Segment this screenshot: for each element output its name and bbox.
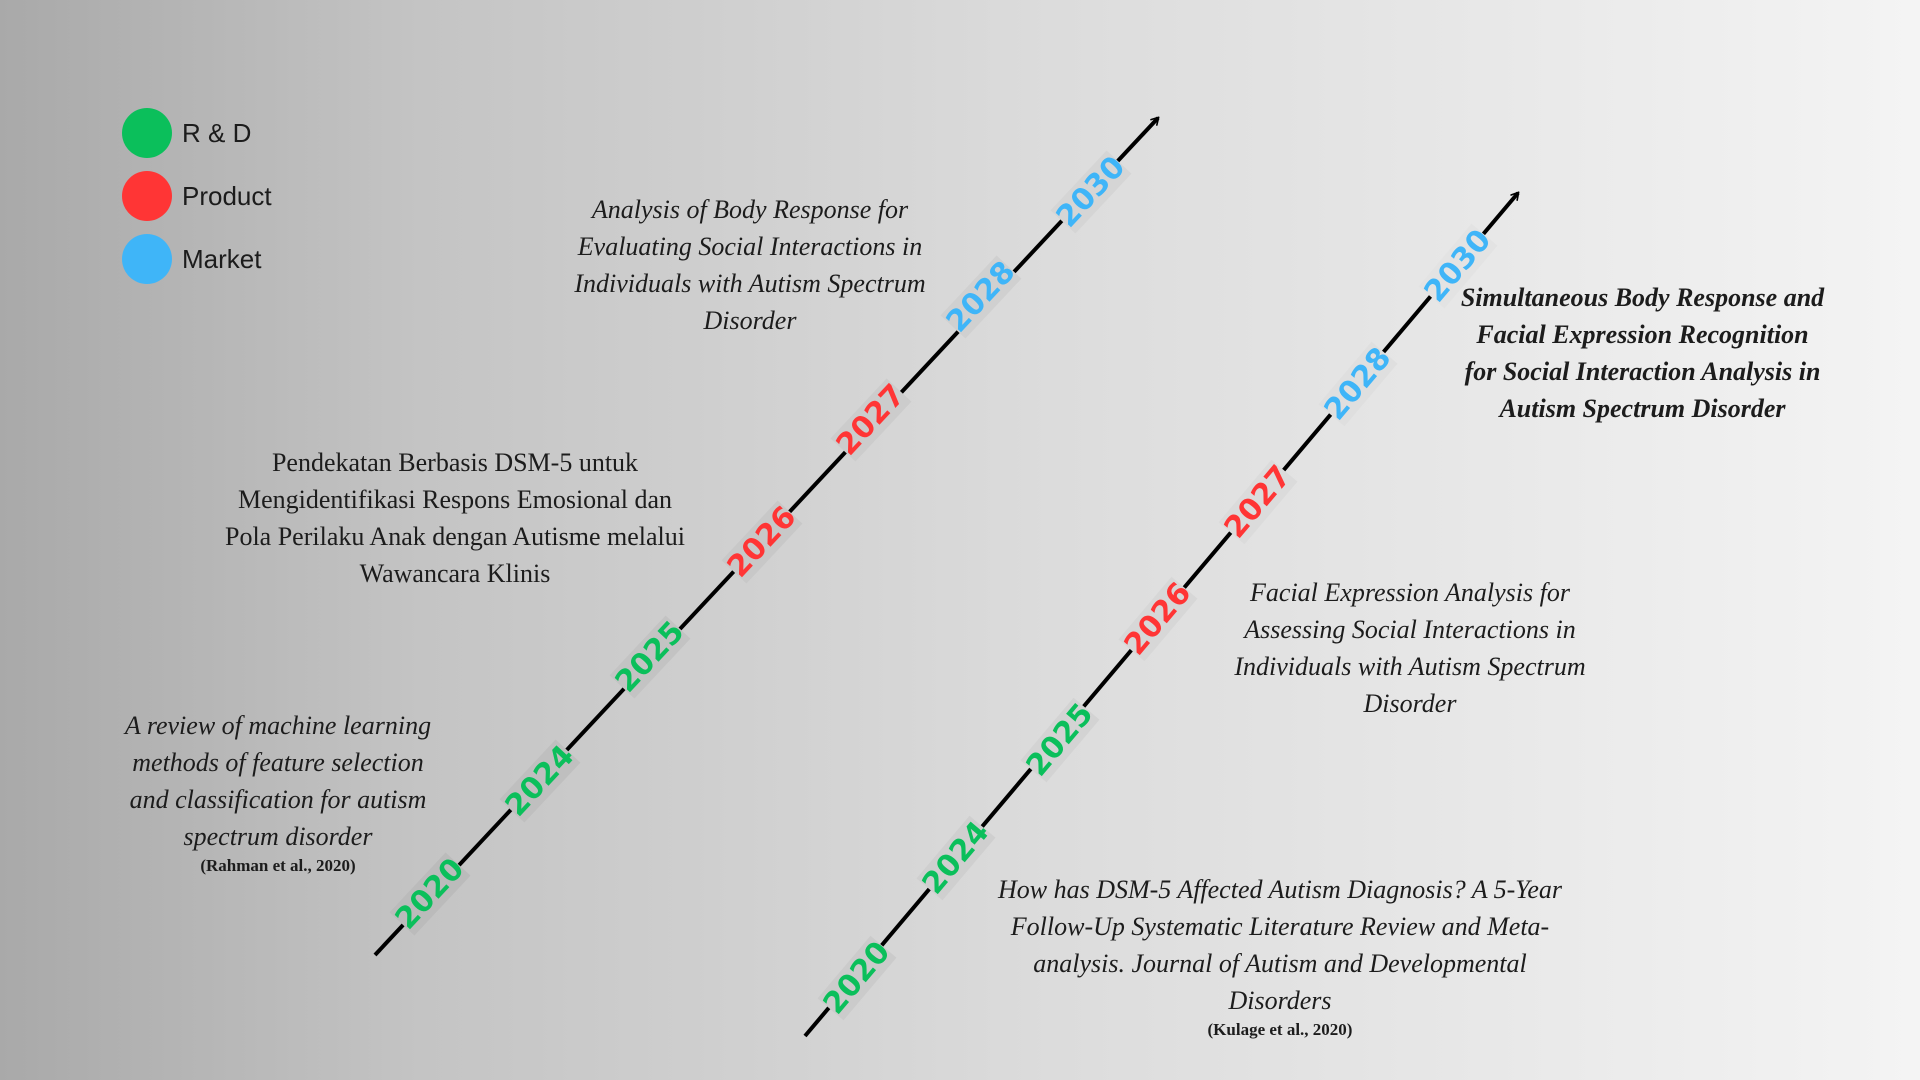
year-label-2030: 2030 xyxy=(1050,150,1133,235)
year-label-gap xyxy=(1118,576,1198,662)
note-dsm5-followup: How has DSM-5 Affected Autism Diagnosis?… xyxy=(985,871,1575,1041)
year-label-gap xyxy=(1218,459,1298,545)
year-label-2027: 2027 xyxy=(1218,459,1299,545)
note-body-response-text: Analysis of Body Response for Evaluating… xyxy=(574,195,926,335)
year-label-gap xyxy=(1418,223,1498,309)
year-label-2025: 2025 xyxy=(609,615,692,700)
legend-dot-market xyxy=(122,234,172,284)
note-review-ml: A review of machine learning methods of … xyxy=(118,707,438,877)
note-dsm5-approach-text: Pendekatan Berbasis DSM-5 untuk Mengiden… xyxy=(225,448,685,588)
legend-label-rnd: R & D xyxy=(182,117,252,148)
year-label-2020: 2020 xyxy=(817,935,898,1021)
year-label-2028: 2028 xyxy=(1318,341,1399,427)
year-label-gap xyxy=(1020,697,1100,783)
note-simultaneous-text: Simultaneous Body Response and Facial Ex… xyxy=(1460,283,1825,423)
year-label-2026: 2026 xyxy=(721,500,804,585)
year-label-2024: 2024 xyxy=(499,739,582,824)
year-label-gap xyxy=(1318,341,1398,427)
legend-dot-product xyxy=(122,171,172,221)
year-label-2027: 2027 xyxy=(830,378,913,463)
note-facial-expression: Facial Expression Analysis for Assessing… xyxy=(1225,574,1595,722)
year-label-gap xyxy=(940,255,1022,339)
note-review-ml-text: A review of machine learning methods of … xyxy=(124,711,432,851)
citation-kulage: (Kulage et al., 2020) xyxy=(1207,1020,1353,1039)
year-label-gap xyxy=(817,935,897,1021)
note-body-response: Analysis of Body Response for Evaluating… xyxy=(560,191,940,339)
note-dsm5-approach: Pendekatan Berbasis DSM-5 untuk Mengiden… xyxy=(215,444,695,592)
legend-item-market: Market xyxy=(122,234,272,284)
year-label-2025: 2025 xyxy=(1020,697,1101,783)
citation-rahman: (Rahman et al., 2020) xyxy=(200,856,356,875)
year-label-gap xyxy=(609,615,691,699)
year-label-gap xyxy=(721,500,803,584)
year-label-2028: 2028 xyxy=(940,255,1023,340)
note-simultaneous: Simultaneous Body Response and Facial Ex… xyxy=(1460,279,1825,427)
year-label-gap xyxy=(916,815,996,901)
note-facial-expression-text: Facial Expression Analysis for Assessing… xyxy=(1234,578,1586,718)
legend-dot-rnd xyxy=(122,108,172,158)
year-label-gap xyxy=(1050,150,1132,234)
legend-label-product: Product xyxy=(182,180,272,211)
year-label-gap xyxy=(389,852,471,936)
year-label-2026: 2026 xyxy=(1118,576,1199,662)
year-label-gap xyxy=(830,378,912,462)
legend-item-product: Product xyxy=(122,171,272,221)
legend-label-market: Market xyxy=(182,243,262,274)
note-dsm5-followup-text: How has DSM-5 Affected Autism Diagnosis?… xyxy=(997,875,1563,1015)
legend: R & D Product Market xyxy=(122,108,272,297)
year-label-gap xyxy=(499,739,581,823)
legend-item-rnd: R & D xyxy=(122,108,272,158)
